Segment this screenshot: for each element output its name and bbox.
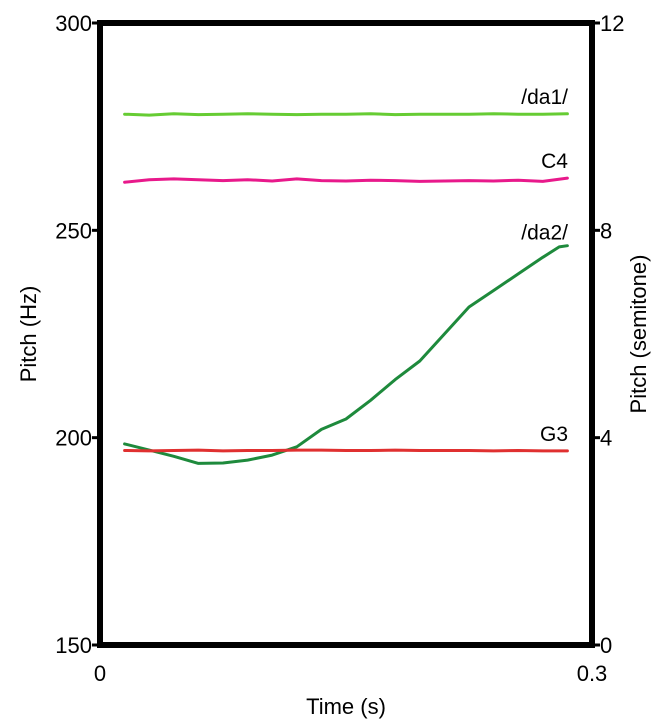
label-layer: Time (s) Pitch (Hz) Pitch (semitone) /da1/C… <box>16 86 651 719</box>
y-right-tick-label-2: 4 <box>600 426 612 451</box>
series-label-3: G3 <box>540 423 568 446</box>
series-label-1: C4 <box>541 150 568 173</box>
series-label-2: /da2/ <box>521 222 568 245</box>
tick-layer: 300 250 200 150 12 8 4 0 0 0.3 <box>55 11 624 686</box>
series-line-1 <box>123 176 569 184</box>
y-left-tick-label-0: 300 <box>55 11 92 36</box>
series-layer <box>123 112 569 465</box>
y-right-tick-label-3: 0 <box>600 633 612 658</box>
series-line-2 <box>123 244 569 465</box>
y-left-tick-label-1: 250 <box>55 218 92 243</box>
series-label-0: /da1/ <box>521 86 568 109</box>
y-left-tick-label-2: 200 <box>55 426 92 451</box>
x-axis-label: Time (s) <box>306 694 386 719</box>
plot-border <box>97 20 595 648</box>
x-tick-label-0: 0 <box>94 661 106 686</box>
series-line-0 <box>123 112 569 117</box>
series-line-3 <box>123 448 569 453</box>
y-right-tick-label-0: 12 <box>600 11 624 36</box>
y-right-axis-label: Pitch (semitone) <box>626 255 651 414</box>
plot-frame <box>97 20 595 648</box>
y-left-axis-label: Pitch (Hz) <box>16 286 41 383</box>
y-right-tick-label-1: 8 <box>600 218 612 243</box>
x-tick-label-1: 0.3 <box>577 661 608 686</box>
y-left-tick-label-3: 150 <box>55 633 92 658</box>
